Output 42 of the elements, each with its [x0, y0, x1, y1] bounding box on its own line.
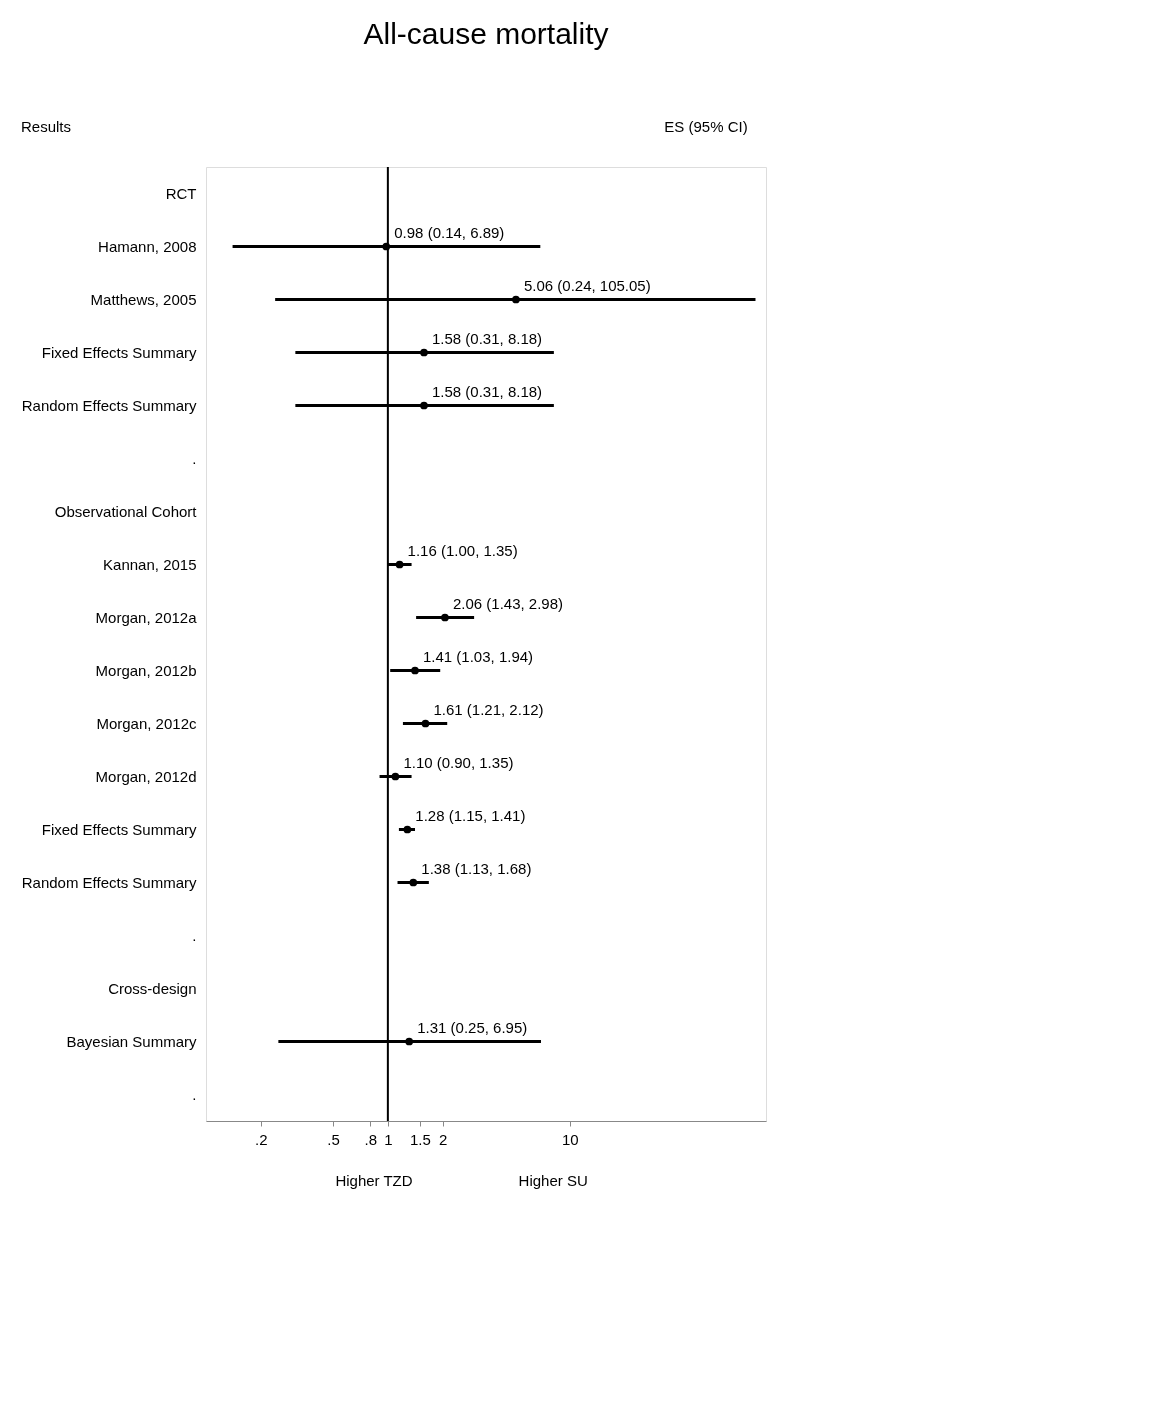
- y-tick-label: Morgan, 2012c: [96, 714, 197, 732]
- y-tick-label: Random Effects Summary: [21, 396, 197, 414]
- text: ES (95% CI): [664, 118, 748, 135]
- data-label: 1.31 (0.25, 6.95): [417, 1018, 528, 1036]
- data-label: 1.41 (1.03, 1.94): [423, 647, 534, 665]
- y-tick-label: .: [192, 926, 197, 944]
- y-tick-label: Bayesian Summary: [66, 1032, 197, 1050]
- x-tick-label: .2: [254, 1130, 268, 1148]
- text: Higher SU: [518, 1172, 588, 1189]
- y-tick-label: .: [192, 449, 197, 467]
- data-label: 1.58 (0.31, 8.18): [432, 329, 543, 347]
- y-tick-label: Fixed Effects Summary: [41, 343, 197, 361]
- x-tick-label: 1: [384, 1130, 393, 1148]
- text: Results: [20, 118, 72, 135]
- y-tick-label: Hamann, 2008: [98, 237, 197, 255]
- data-label: 1.38 (1.13, 1.68): [421, 859, 532, 877]
- x-tick-label: .8: [364, 1130, 377, 1148]
- data-label: 5.06 (0.24, 105.05): [523, 276, 651, 294]
- chart-title: All-cause mortality: [363, 17, 609, 50]
- y-tick-label: Random Effects Summary: [21, 873, 197, 891]
- data-label: 1.16 (1.00, 1.35): [407, 541, 518, 559]
- data-label: 1.61 (1.21, 2.12): [433, 700, 544, 718]
- data-label: 1.10 (0.90, 1.35): [403, 753, 514, 771]
- y-tick-label: Morgan, 2012d: [95, 767, 197, 785]
- y-tick-label: RCT: [165, 184, 197, 202]
- y-tick-label: .: [192, 1085, 197, 1103]
- x-tick-label: 10: [561, 1130, 579, 1148]
- y-tick-label: Morgan, 2012a: [95, 608, 198, 626]
- data-label: 0.98 (0.14, 6.89): [394, 223, 505, 241]
- y-tick-label: Kannan, 2015: [103, 555, 197, 573]
- x-tick-label: 1.5: [409, 1130, 431, 1148]
- x-tick-label: 2: [438, 1130, 448, 1148]
- text: Higher TZD: [335, 1172, 413, 1189]
- data-label: 2.06 (1.43, 2.98): [452, 594, 564, 612]
- x-tick-label: .5: [327, 1130, 340, 1148]
- data-label: 1.58 (0.31, 8.18): [432, 382, 543, 400]
- y-tick-label: Fixed Effects Summary: [41, 820, 197, 838]
- y-tick-label: Matthews, 2005: [90, 290, 197, 308]
- y-tick-label: Observational Cohort: [54, 502, 198, 520]
- data-label: 1.28 (1.15, 1.41): [415, 806, 526, 824]
- y-tick-label: Cross-design: [108, 979, 197, 997]
- y-tick-label: Morgan, 2012b: [95, 661, 197, 679]
